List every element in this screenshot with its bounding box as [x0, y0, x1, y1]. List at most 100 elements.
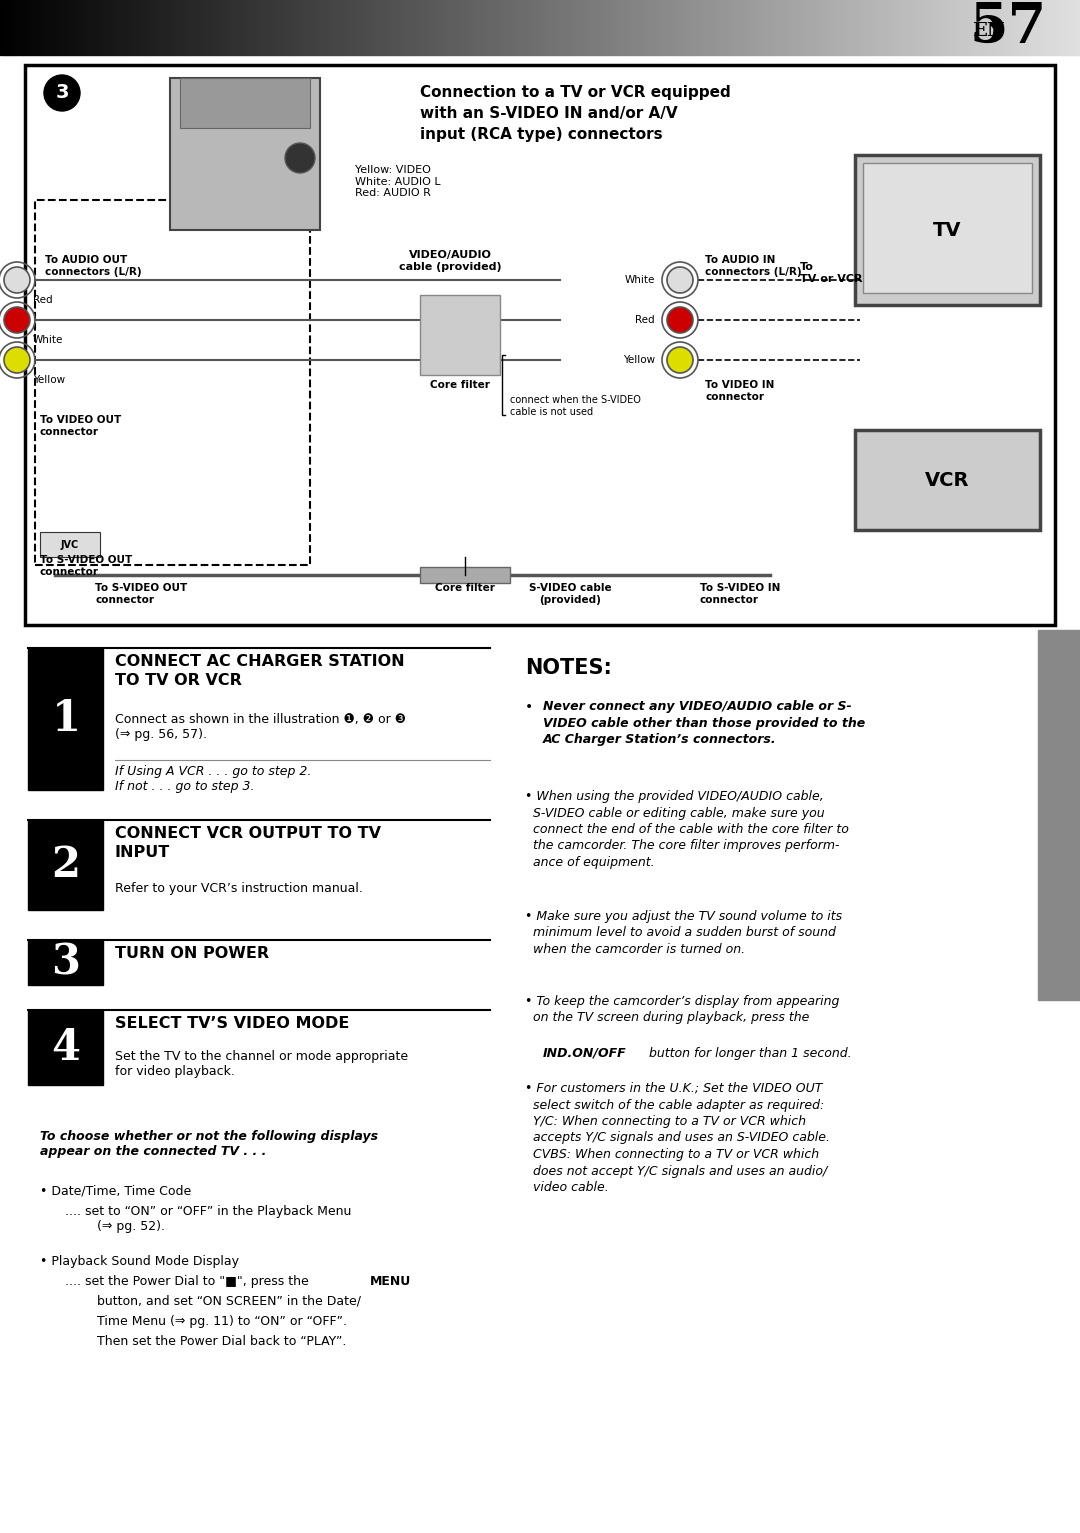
Bar: [659, 0, 662, 55]
Bar: [302, 0, 306, 55]
Bar: [403, 0, 407, 55]
Bar: [821, 0, 824, 55]
Bar: [292, 0, 295, 55]
Bar: [105, 0, 108, 55]
Bar: [1026, 0, 1029, 55]
Bar: [1029, 0, 1034, 55]
Bar: [597, 0, 602, 55]
Bar: [637, 0, 640, 55]
Bar: [540, 0, 543, 55]
Bar: [904, 0, 907, 55]
Text: Never connect any VIDEO/AUDIO cable or S-
VIDEO cable other than those provided : Never connect any VIDEO/AUDIO cable or S…: [543, 701, 865, 747]
Bar: [688, 0, 691, 55]
Text: Yellow: Yellow: [33, 376, 65, 385]
Bar: [799, 0, 802, 55]
Text: To S-VIDEO OUT
connector: To S-VIDEO OUT connector: [40, 555, 132, 576]
Bar: [526, 0, 529, 55]
Bar: [1037, 0, 1040, 55]
Bar: [842, 0, 846, 55]
Bar: [219, 0, 224, 55]
Bar: [562, 0, 565, 55]
Bar: [472, 0, 475, 55]
Bar: [583, 0, 586, 55]
Text: Connection to a TV or VCR equipped
with an S-VIDEO IN and/or A/V
input (RCA type: Connection to a TV or VCR equipped with …: [420, 84, 731, 143]
Bar: [748, 0, 753, 55]
Bar: [684, 0, 688, 55]
Bar: [813, 0, 818, 55]
Bar: [267, 0, 270, 55]
Bar: [208, 0, 213, 55]
Bar: [256, 0, 259, 55]
Bar: [278, 0, 281, 55]
Bar: [1062, 0, 1066, 55]
Bar: [1004, 0, 1008, 55]
Bar: [504, 0, 508, 55]
Bar: [990, 0, 994, 55]
Bar: [602, 0, 605, 55]
Bar: [738, 0, 742, 55]
Bar: [569, 0, 572, 55]
Bar: [1048, 0, 1051, 55]
Bar: [796, 0, 799, 55]
Bar: [360, 0, 364, 55]
Bar: [248, 0, 252, 55]
Bar: [151, 0, 154, 55]
Bar: [745, 0, 748, 55]
Text: • Date/Time, Time Code: • Date/Time, Time Code: [40, 1185, 191, 1197]
Bar: [375, 0, 378, 55]
Bar: [867, 0, 872, 55]
Bar: [76, 0, 79, 55]
Bar: [705, 0, 710, 55]
Bar: [586, 0, 591, 55]
Text: Refer to your VCR’s instruction manual.: Refer to your VCR’s instruction manual.: [114, 881, 363, 895]
Text: NOTES:: NOTES:: [525, 658, 612, 678]
Bar: [907, 0, 910, 55]
Bar: [1012, 0, 1015, 55]
Bar: [32, 0, 36, 55]
Bar: [62, 0, 65, 55]
Bar: [295, 0, 299, 55]
Bar: [1058, 0, 1062, 55]
Bar: [832, 0, 835, 55]
Bar: [356, 0, 360, 55]
Bar: [781, 0, 785, 55]
Bar: [839, 0, 842, 55]
Bar: [324, 0, 327, 55]
Bar: [79, 0, 83, 55]
Text: CONNECT VCR OUTPUT TO TV
INPUT: CONNECT VCR OUTPUT TO TV INPUT: [114, 826, 381, 860]
Bar: [450, 0, 454, 55]
Bar: [972, 0, 975, 55]
Bar: [353, 0, 356, 55]
Bar: [662, 0, 666, 55]
Bar: [508, 0, 511, 55]
Bar: [389, 0, 392, 55]
Bar: [119, 0, 122, 55]
Bar: [316, 0, 321, 55]
Bar: [673, 0, 677, 55]
Bar: [97, 0, 100, 55]
Bar: [173, 0, 176, 55]
Circle shape: [4, 346, 30, 373]
Bar: [144, 0, 148, 55]
Bar: [180, 78, 310, 127]
Bar: [370, 0, 375, 55]
Bar: [785, 0, 788, 55]
Bar: [666, 0, 670, 55]
Bar: [68, 0, 72, 55]
Bar: [856, 0, 861, 55]
Bar: [612, 0, 616, 55]
Text: VCR: VCR: [926, 471, 970, 489]
Bar: [284, 0, 288, 55]
Circle shape: [4, 307, 30, 333]
Bar: [1055, 0, 1058, 55]
Bar: [594, 0, 597, 55]
Bar: [116, 0, 119, 55]
Bar: [241, 0, 245, 55]
Bar: [306, 0, 310, 55]
Bar: [767, 0, 770, 55]
Text: • Playback Sound Mode Display: • Playback Sound Mode Display: [40, 1256, 239, 1268]
Bar: [1001, 0, 1004, 55]
Bar: [543, 0, 548, 55]
Bar: [572, 0, 576, 55]
Bar: [753, 0, 756, 55]
